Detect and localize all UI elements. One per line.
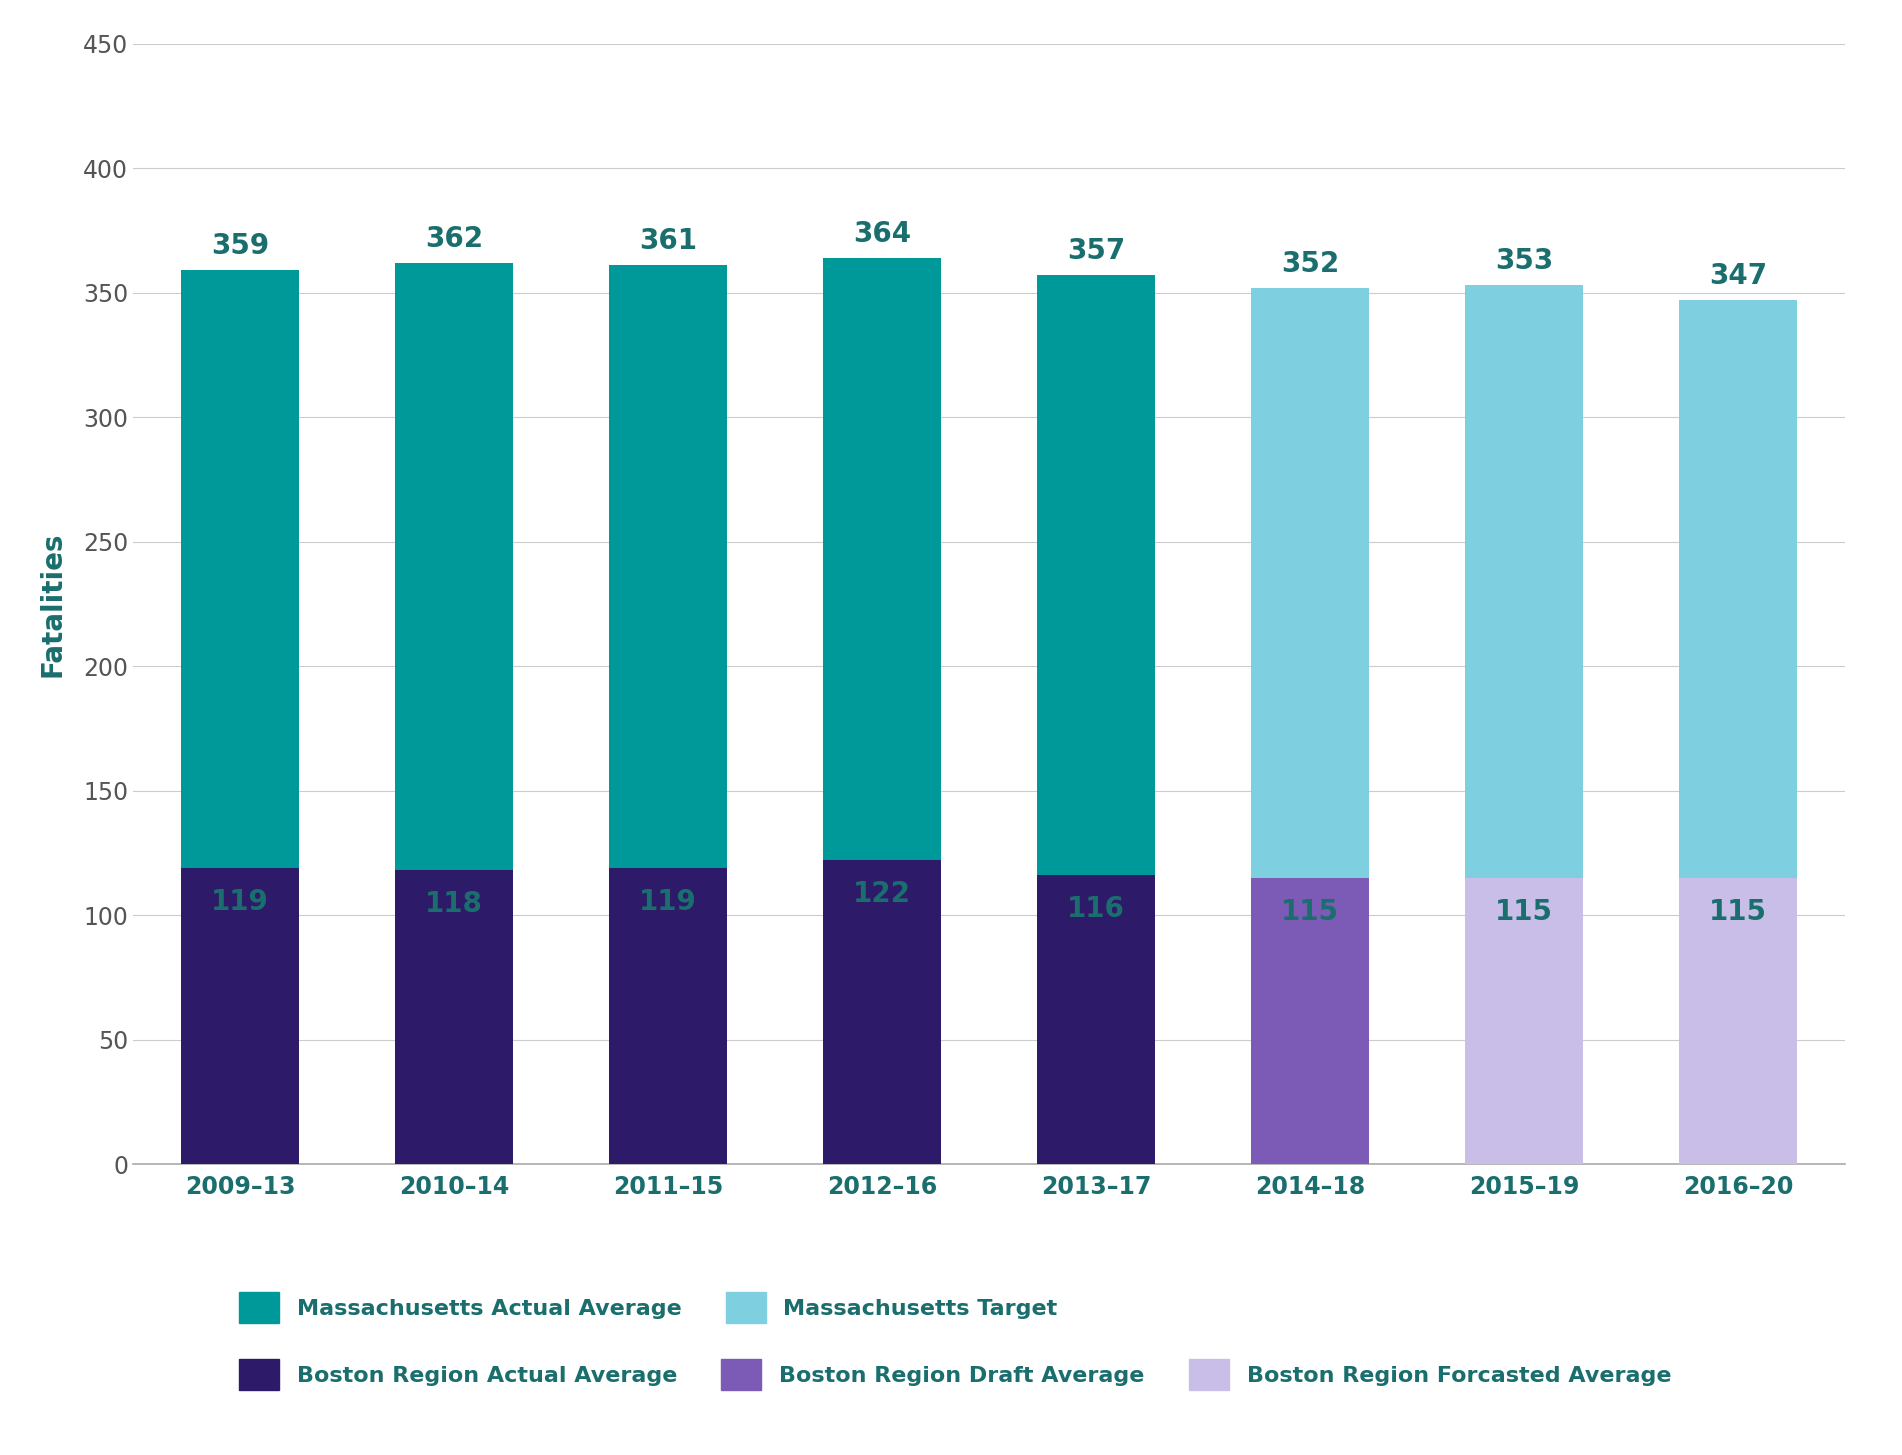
Bar [824, 860, 941, 1164]
Bar [1465, 285, 1582, 877]
Text: 118: 118 [426, 890, 483, 918]
Text: 362: 362 [424, 224, 483, 253]
Bar [181, 867, 299, 1164]
Text: 352: 352 [1280, 250, 1339, 278]
Bar [396, 263, 514, 870]
Text: 119: 119 [639, 888, 696, 915]
Text: 359: 359 [211, 233, 270, 260]
Bar [1037, 275, 1155, 876]
Text: 353: 353 [1495, 247, 1554, 275]
Y-axis label: Fatalities: Fatalities [38, 531, 67, 677]
Bar [1037, 876, 1155, 1164]
Text: 115: 115 [1282, 898, 1339, 925]
Bar [609, 867, 727, 1164]
Text: 361: 361 [639, 227, 696, 255]
Text: 347: 347 [1708, 262, 1767, 290]
Text: 122: 122 [854, 880, 911, 908]
Text: 115: 115 [1710, 898, 1767, 925]
Bar [1465, 877, 1582, 1164]
Bar [396, 870, 514, 1164]
Bar [1679, 300, 1797, 877]
Text: 115: 115 [1495, 898, 1552, 925]
Text: 357: 357 [1067, 237, 1126, 265]
Bar [181, 271, 299, 867]
Bar [824, 258, 941, 860]
Text: 116: 116 [1067, 895, 1124, 922]
Text: 364: 364 [852, 220, 911, 247]
Text: 119: 119 [211, 888, 268, 915]
Bar [609, 265, 727, 867]
Bar [1252, 877, 1369, 1164]
Bar [1679, 877, 1797, 1164]
Bar [1252, 288, 1369, 877]
Legend: Boston Region Actual Average, Boston Region Draft Average, Boston Region Forcast: Boston Region Actual Average, Boston Reg… [230, 1350, 1679, 1400]
